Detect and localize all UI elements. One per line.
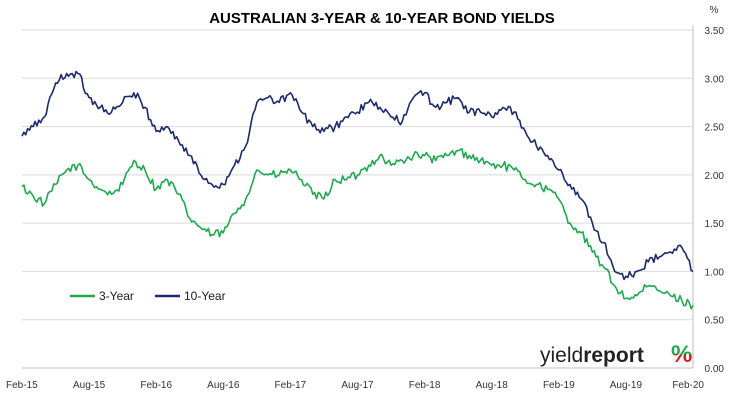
y-tick-label: 0.00 xyxy=(705,364,725,375)
x-tick-label: Feb-19 xyxy=(543,380,575,391)
logo-text-bold: report xyxy=(583,344,644,367)
x-tick-label: Feb-16 xyxy=(140,380,172,391)
series-line-3-year xyxy=(21,147,694,310)
y-tick-label: 0.50 xyxy=(705,316,725,327)
x-tick-label: Feb-17 xyxy=(275,380,307,391)
logo-percent-icon: % xyxy=(671,341,692,368)
legend-label-3-year: 3-Year xyxy=(99,289,134,303)
legend-label-10-year: 10-Year xyxy=(184,289,226,303)
series-line-10-year xyxy=(21,70,694,281)
x-tick-label: Aug-17 xyxy=(341,380,374,391)
x-tick-label: Aug-19 xyxy=(610,380,643,391)
chart-title: AUSTRALIAN 3-YEAR & 10-YEAR BOND YIELDS xyxy=(209,10,555,27)
x-tick-label: Feb-20 xyxy=(672,380,704,391)
x-tick-label: Feb-18 xyxy=(409,380,441,391)
y-tick-label: 1.50 xyxy=(705,219,725,230)
y-axis-unit: % xyxy=(710,5,719,16)
x-tick-label: Aug-18 xyxy=(476,380,509,391)
logo-text: yieldreport xyxy=(540,344,644,367)
x-tick-label: Aug-16 xyxy=(207,380,240,391)
x-tick-label: Aug-15 xyxy=(73,380,106,391)
x-tick-labels: Feb-15 Aug-15 Feb-16 Aug-16 Feb-17 Aug-17 Feb-… xyxy=(6,380,704,391)
logo-text-regular: yield xyxy=(540,344,583,367)
y-tick-label: 2.00 xyxy=(705,171,725,182)
yieldreport-logo: yieldreport % xyxy=(540,341,692,368)
legend: 3-Year 10-Year xyxy=(70,289,226,303)
y-tick-label: 3.50 xyxy=(705,26,725,37)
y-tick-label: 3.00 xyxy=(705,74,725,85)
y-tick-label: 2.50 xyxy=(705,123,725,134)
axes xyxy=(22,25,694,369)
series-lines xyxy=(21,70,694,310)
x-tick-label: Feb-15 xyxy=(6,380,38,391)
y-tick-labels: 0.00 0.50 1.00 1.50 2.00 2.50 3.00 3.50 xyxy=(705,26,725,375)
y-tick-label: 1.00 xyxy=(705,267,725,278)
